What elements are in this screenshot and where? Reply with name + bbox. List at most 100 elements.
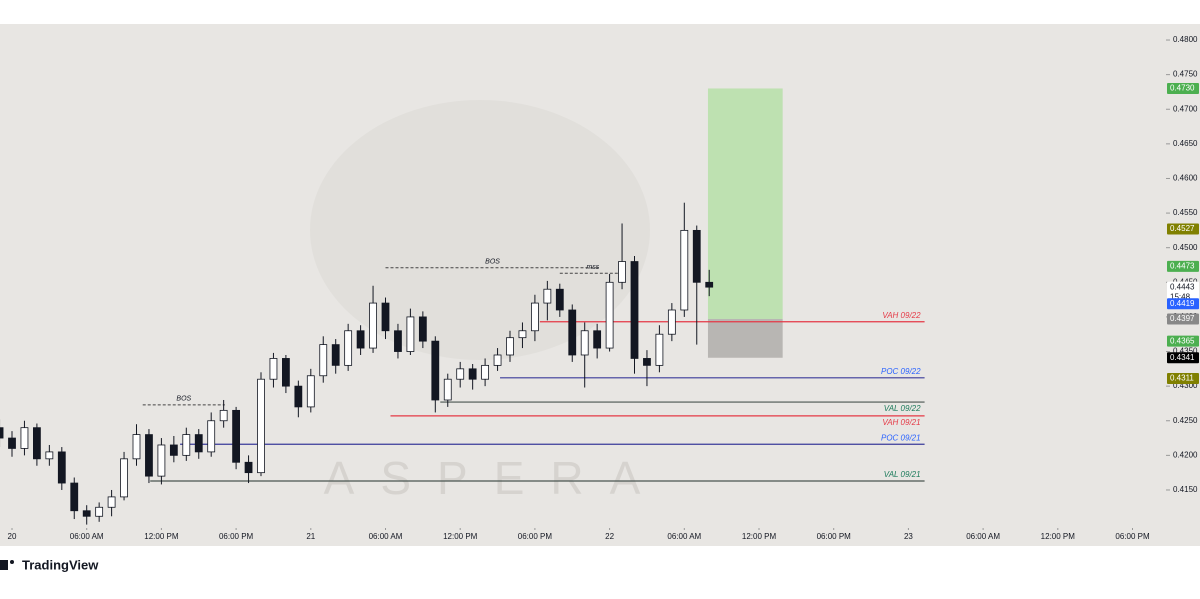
y-tick-label: 0.4750 xyxy=(1173,70,1198,79)
annotation-label: BOS xyxy=(176,396,191,403)
x-tick-label: 23 xyxy=(904,532,913,541)
candle-body xyxy=(593,330,602,349)
candle-body xyxy=(443,378,452,401)
level-label: POC 09/22 xyxy=(881,367,921,376)
annotation-label: BOS xyxy=(485,259,500,266)
candle-body xyxy=(481,364,490,380)
candle-body xyxy=(145,434,153,477)
price-tag-label: 0.4341 xyxy=(1170,353,1195,362)
candle-body xyxy=(655,333,664,366)
candle-body xyxy=(107,496,116,508)
candle-body xyxy=(680,229,689,311)
watermark: ASPERA xyxy=(324,452,667,504)
candle-body xyxy=(331,344,340,366)
candle-body xyxy=(705,281,714,288)
price-tag-label: 0.4311 xyxy=(1170,374,1194,383)
stop-zone xyxy=(707,318,783,358)
candle-body xyxy=(667,309,676,335)
y-tick-label: 0.4500 xyxy=(1173,243,1198,252)
candle-body xyxy=(82,510,91,517)
candle-body xyxy=(244,461,253,474)
candle-body xyxy=(618,261,626,283)
candle-body xyxy=(8,437,16,449)
candle-body xyxy=(605,281,614,349)
x-tick-label: 12:00 PM xyxy=(1041,532,1076,541)
candle-body xyxy=(518,330,527,339)
price-tag xyxy=(1167,313,1199,325)
candle-body xyxy=(232,409,241,463)
price-tag xyxy=(1167,82,1199,94)
candle-body xyxy=(506,337,514,356)
y-tick-label: 0.4550 xyxy=(1173,208,1198,217)
candle-body xyxy=(531,302,539,332)
x-tick-label: 06:00 AM xyxy=(70,532,104,541)
price-tag-label: 0.4397 xyxy=(1170,314,1195,323)
candle-body xyxy=(294,385,303,408)
candle-body xyxy=(132,434,141,460)
candle-body xyxy=(394,330,402,352)
candle-body xyxy=(157,444,166,477)
price-tag xyxy=(1167,281,1199,304)
y-tick-label: 0.4650 xyxy=(1173,139,1198,148)
y-tick-label: 0.4200 xyxy=(1173,450,1198,459)
level-label: POC 09/21 xyxy=(881,433,921,442)
candle-body xyxy=(45,451,54,460)
level-label: VAL 09/22 xyxy=(884,404,921,413)
candle-body xyxy=(306,375,315,408)
y-tick-label: 0.4350 xyxy=(1173,347,1198,356)
candle-body xyxy=(344,330,353,366)
candle-body xyxy=(406,316,415,352)
candle-body xyxy=(456,368,465,380)
x-tick-label: 06:00 AM xyxy=(369,532,403,541)
level-label: VAL 09/21 xyxy=(884,470,921,479)
price-tag-label: 0.4443 xyxy=(1170,282,1195,291)
y-tick-label: 0.4700 xyxy=(1173,104,1198,113)
candle-body xyxy=(418,316,427,342)
target-zone xyxy=(707,88,783,319)
watermark-logo xyxy=(310,100,650,360)
candle-body xyxy=(120,458,128,498)
price-tag-label: 0.4730 xyxy=(1170,84,1195,93)
x-tick-label: 06:00 PM xyxy=(817,532,852,541)
candle-body xyxy=(692,229,701,283)
candle-body xyxy=(194,434,203,453)
price-tag-label: 0.4419 xyxy=(1170,299,1195,308)
candle-body xyxy=(269,358,278,380)
x-tick-label: 12:00 PM xyxy=(742,532,777,541)
candle-body xyxy=(468,368,477,380)
logo xyxy=(0,560,14,570)
candle-body xyxy=(580,330,589,356)
price-tag xyxy=(1167,373,1199,385)
y-tick-label: 0.4250 xyxy=(1173,416,1198,425)
price-tag-label: 0.4365 xyxy=(1170,336,1195,345)
candle-body xyxy=(431,340,440,401)
x-tick-label: 06:00 PM xyxy=(219,532,254,541)
candle-body xyxy=(568,309,577,356)
candle-body xyxy=(356,330,365,349)
y-tick-label: 0.4600 xyxy=(1173,174,1198,183)
x-tick-label: 06:00 PM xyxy=(518,532,553,541)
x-tick-label: 12:00 PM xyxy=(144,532,179,541)
candle-body xyxy=(20,427,29,449)
brand: TradingView xyxy=(22,557,99,572)
x-tick-label: 06:00 AM xyxy=(966,532,1000,541)
annotation-label: mss xyxy=(586,264,599,271)
candle-body xyxy=(219,409,228,422)
price-tag-label: 0.4527 xyxy=(1170,224,1195,233)
x-tick-label: 12:00 PM xyxy=(443,532,478,541)
candle-body xyxy=(282,358,290,387)
price-tag xyxy=(1167,335,1199,347)
y-tick-label: 0.4300 xyxy=(1173,381,1198,390)
candle-body xyxy=(33,427,41,460)
candle-body xyxy=(543,288,552,304)
x-tick-label: 21 xyxy=(306,532,315,541)
candle-body xyxy=(555,288,564,311)
candle-body xyxy=(0,427,4,439)
price-tag xyxy=(1167,260,1199,272)
x-tick-label: 06:00 AM xyxy=(667,532,701,541)
x-tick-label: 20 xyxy=(8,532,17,541)
countdown: 15:48 xyxy=(1170,292,1191,301)
price-tag xyxy=(1167,352,1199,364)
candle-body xyxy=(57,451,66,484)
price-tag xyxy=(1167,298,1199,310)
